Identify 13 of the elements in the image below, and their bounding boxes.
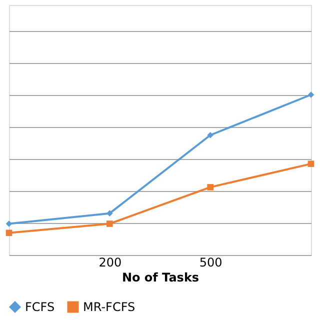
x-axis-title: No of Tasks <box>122 270 200 284</box>
legend-label: MR-FCFS <box>83 300 136 314</box>
point <box>106 210 113 216</box>
point <box>308 92 314 98</box>
legend-label: FCFS <box>25 300 55 314</box>
point <box>6 230 12 236</box>
point <box>6 220 12 227</box>
point <box>308 160 314 167</box>
point <box>207 132 214 138</box>
x-tick-label: 500 <box>199 256 222 270</box>
x-tick-label: 200 <box>98 256 122 270</box>
point <box>106 220 113 227</box>
point <box>207 184 214 190</box>
